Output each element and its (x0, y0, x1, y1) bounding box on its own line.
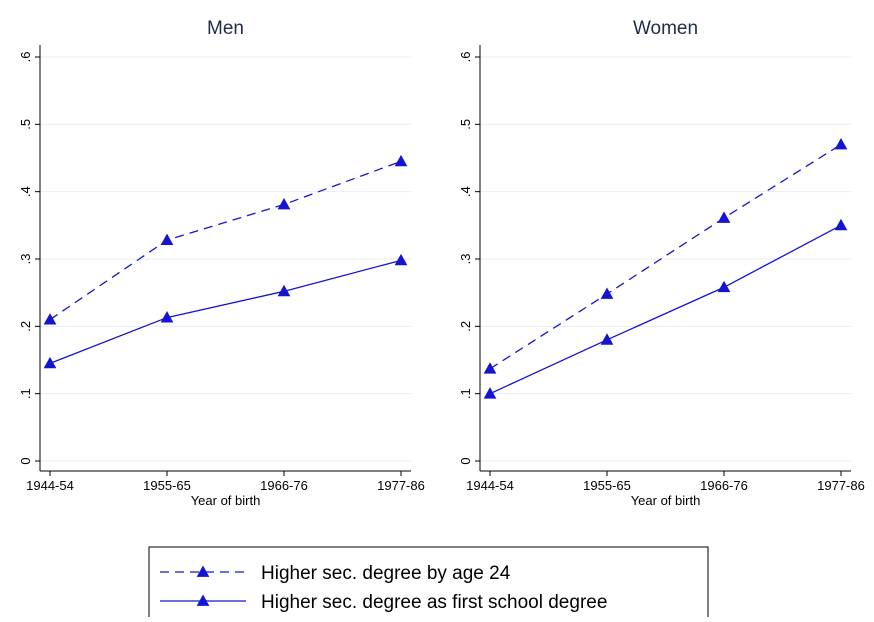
x-tick-label: 1955-65 (143, 478, 191, 493)
data-point (600, 287, 614, 299)
data-point (394, 154, 408, 167)
x-axis-label: Year of birth (191, 493, 261, 508)
data-point (834, 138, 848, 150)
data-point (277, 197, 291, 210)
data-point (43, 356, 57, 369)
legend-label: Higher sec. degree as first school degre… (261, 592, 607, 613)
y-tick-label: .4 (458, 186, 473, 197)
data-point (834, 218, 848, 231)
y-tick-label: 0 (18, 457, 33, 464)
data-point (717, 280, 731, 293)
plot-area (40, 45, 411, 471)
x-tick-label: 1955-65 (583, 478, 631, 493)
series-line-first-degree (49, 259, 402, 364)
y-tick-label: .5 (458, 119, 473, 130)
y-tick-label: 0 (458, 457, 473, 464)
data-point (160, 311, 174, 323)
x-axis-label: Year of birth (631, 493, 701, 508)
x-tick-label: 1944-54 (466, 478, 514, 493)
data-point (394, 253, 408, 266)
y-tick-label: .6 (458, 52, 473, 63)
data-point (277, 284, 291, 297)
data-point (160, 233, 174, 246)
data-point (483, 362, 497, 374)
panel-title: Women (633, 18, 698, 39)
legend: Higher sec. degree by age 24 Higher sec. … (148, 546, 709, 622)
legend-marker (196, 565, 210, 577)
y-tick-label: .5 (18, 119, 33, 130)
legend-label: Higher sec. degree by age 24 (261, 563, 511, 584)
y-tick-label: .1 (18, 388, 33, 399)
data-point (483, 387, 497, 399)
y-tick-label: .4 (18, 186, 33, 197)
y-tick-label: .6 (18, 52, 33, 63)
plot-area (480, 45, 851, 471)
y-tick-label: .2 (458, 321, 473, 332)
y-tick-label: .3 (18, 254, 33, 265)
y-tick-label: .1 (458, 388, 473, 399)
chart-panel-2: Women 0 .1 .2 .3 .4 .5 .6 1944-54 1955-65 1966-76 1… (458, 18, 865, 508)
panel-title: Men (207, 18, 244, 39)
series-line-by-age-24 (49, 160, 402, 321)
y-tick-label: .3 (458, 254, 473, 265)
chart-panel-1: Men 0 .1 .2 .3 .4 .5 .6 1944-54 1955-65 1966-76 197… (18, 18, 425, 508)
x-tick-label: 1944-54 (26, 478, 74, 493)
y-tick-label: .2 (18, 321, 33, 332)
series-line-first-degree (489, 224, 842, 395)
x-tick-label: 1977-86 (377, 478, 425, 493)
data-point (600, 333, 614, 345)
x-tick-label: 1966-76 (260, 478, 308, 493)
legend-marker (196, 594, 210, 606)
series-line-by-age-24 (489, 143, 842, 370)
legend-box (148, 546, 709, 622)
data-point (717, 211, 731, 223)
x-tick-label: 1977-86 (817, 478, 865, 493)
x-tick-label: 1966-76 (700, 478, 748, 493)
data-point (43, 313, 57, 325)
